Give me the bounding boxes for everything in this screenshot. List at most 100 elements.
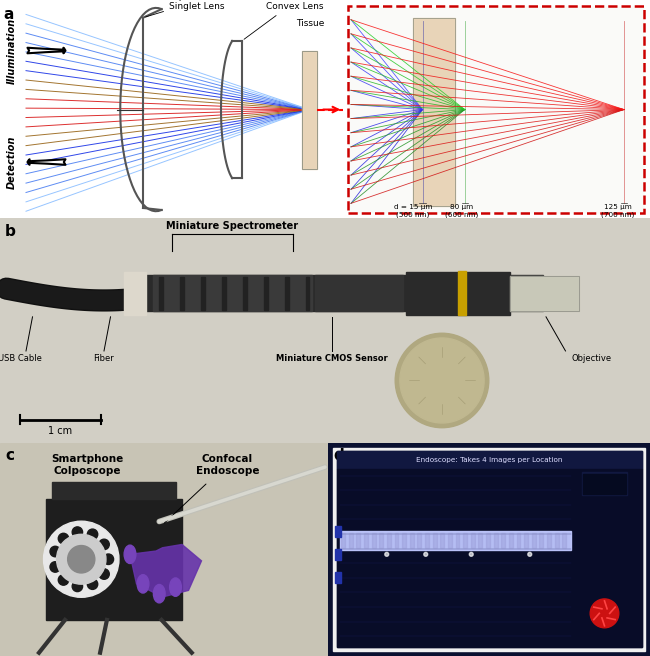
Bar (456, 533, 460, 548)
Bar (380, 533, 383, 548)
Bar (410, 533, 414, 548)
Bar (364, 533, 368, 548)
Circle shape (50, 562, 60, 572)
Circle shape (58, 533, 69, 544)
Text: c: c (5, 448, 14, 463)
Ellipse shape (153, 584, 165, 603)
Bar (524, 533, 528, 548)
Text: 1 cm: 1 cm (48, 426, 72, 436)
Circle shape (528, 552, 532, 556)
Bar (201, 277, 205, 310)
Text: Illumination: Illumination (6, 18, 17, 83)
Bar (372, 533, 376, 548)
Text: d: d (333, 448, 344, 463)
Circle shape (44, 521, 119, 597)
Bar (510, 276, 578, 310)
Circle shape (87, 579, 98, 589)
Ellipse shape (124, 545, 136, 564)
Bar (458, 272, 466, 315)
Bar (448, 533, 452, 548)
Text: Endoscope: Takes 4 Images per Location: Endoscope: Takes 4 Images per Location (415, 457, 562, 463)
Ellipse shape (137, 575, 149, 593)
Text: Miniature CMOS Sensor: Miniature CMOS Sensor (276, 354, 387, 363)
Circle shape (469, 552, 473, 556)
Bar (425, 533, 429, 548)
Bar (356, 533, 360, 548)
Bar (335, 526, 341, 537)
Bar (433, 533, 437, 548)
Bar (302, 51, 317, 169)
Circle shape (400, 338, 484, 423)
Bar (532, 533, 536, 548)
Bar (222, 277, 226, 310)
Circle shape (58, 575, 69, 585)
Text: Aspheric
Singlet Lens: Aspheric Singlet Lens (146, 0, 224, 17)
Bar (130, 276, 543, 311)
Bar (180, 277, 184, 310)
Bar (349, 533, 353, 548)
Bar (510, 276, 578, 310)
Text: Plano-
Convex Lens: Plano- Convex Lens (244, 0, 324, 39)
Bar (486, 533, 490, 548)
Bar (335, 572, 341, 583)
Bar (413, 18, 455, 206)
Bar (302, 51, 317, 169)
Bar (387, 533, 391, 548)
Text: Detection: Detection (6, 135, 17, 189)
Text: 80 μm
(600 nm): 80 μm (600 nm) (445, 204, 478, 218)
Circle shape (57, 534, 106, 584)
Text: a: a (3, 7, 14, 22)
Text: Confocal
Endoscope: Confocal Endoscope (196, 454, 259, 476)
Bar (341, 533, 345, 548)
Bar (306, 277, 309, 310)
Bar (517, 533, 521, 548)
Bar (285, 277, 289, 310)
Bar (413, 18, 455, 206)
Bar (417, 533, 421, 548)
Bar (540, 533, 543, 548)
Bar (562, 533, 566, 548)
Circle shape (590, 599, 619, 628)
Bar (348, 6, 644, 213)
Bar (493, 533, 497, 548)
Bar (153, 276, 312, 311)
Bar (124, 272, 146, 315)
Text: b: b (5, 224, 16, 239)
Bar (471, 533, 474, 548)
Circle shape (99, 569, 109, 579)
Text: 125 μm
(700 nm): 125 μm (700 nm) (601, 204, 634, 218)
Text: d = 15 μm
(500 nm): d = 15 μm (500 nm) (393, 204, 432, 218)
Text: Miniature Spectrometer: Miniature Spectrometer (166, 221, 298, 231)
Bar (159, 277, 163, 310)
Bar (582, 472, 627, 495)
Bar (547, 533, 551, 548)
Bar (337, 451, 642, 469)
Bar (583, 474, 626, 494)
Bar (406, 272, 510, 315)
Text: Fiber: Fiber (94, 354, 114, 363)
Bar (335, 549, 341, 560)
Text: Objective: Objective (572, 354, 612, 363)
Circle shape (50, 546, 60, 557)
Ellipse shape (170, 578, 181, 596)
Bar (554, 533, 558, 548)
Bar (52, 482, 176, 499)
Bar (402, 533, 406, 548)
Bar (509, 533, 513, 548)
Bar (501, 533, 505, 548)
Circle shape (87, 529, 98, 540)
Bar (243, 277, 247, 310)
Bar (264, 277, 268, 310)
Bar (478, 533, 482, 548)
Circle shape (99, 539, 109, 550)
Circle shape (72, 581, 83, 592)
Bar (395, 533, 398, 548)
Bar (463, 533, 467, 548)
Circle shape (385, 552, 389, 556)
Circle shape (103, 554, 114, 564)
Bar (340, 531, 571, 550)
Bar (337, 469, 642, 647)
Circle shape (395, 333, 489, 428)
Bar (440, 533, 444, 548)
Text: Tissue: Tissue (296, 18, 325, 28)
